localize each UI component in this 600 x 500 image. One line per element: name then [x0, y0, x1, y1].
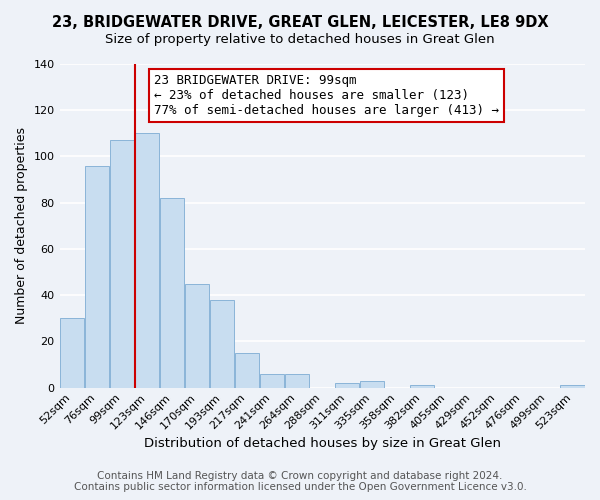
Bar — [360, 380, 385, 388]
Bar — [185, 284, 209, 388]
Bar — [235, 353, 259, 388]
X-axis label: Distribution of detached houses by size in Great Glen: Distribution of detached houses by size … — [144, 437, 501, 450]
Text: Size of property relative to detached houses in Great Glen: Size of property relative to detached ho… — [105, 32, 495, 46]
Bar — [210, 300, 235, 388]
Bar — [160, 198, 184, 388]
Bar — [335, 383, 359, 388]
Bar — [560, 386, 584, 388]
Y-axis label: Number of detached properties: Number of detached properties — [15, 128, 28, 324]
Bar — [110, 140, 134, 388]
Bar — [410, 386, 434, 388]
Bar — [85, 166, 109, 388]
Bar — [260, 374, 284, 388]
Bar — [135, 134, 159, 388]
Bar — [60, 318, 84, 388]
Text: Contains HM Land Registry data © Crown copyright and database right 2024.
Contai: Contains HM Land Registry data © Crown c… — [74, 471, 526, 492]
Bar — [285, 374, 310, 388]
Text: 23, BRIDGEWATER DRIVE, GREAT GLEN, LEICESTER, LE8 9DX: 23, BRIDGEWATER DRIVE, GREAT GLEN, LEICE… — [52, 15, 548, 30]
Text: 23 BRIDGEWATER DRIVE: 99sqm
← 23% of detached houses are smaller (123)
77% of se: 23 BRIDGEWATER DRIVE: 99sqm ← 23% of det… — [154, 74, 499, 116]
